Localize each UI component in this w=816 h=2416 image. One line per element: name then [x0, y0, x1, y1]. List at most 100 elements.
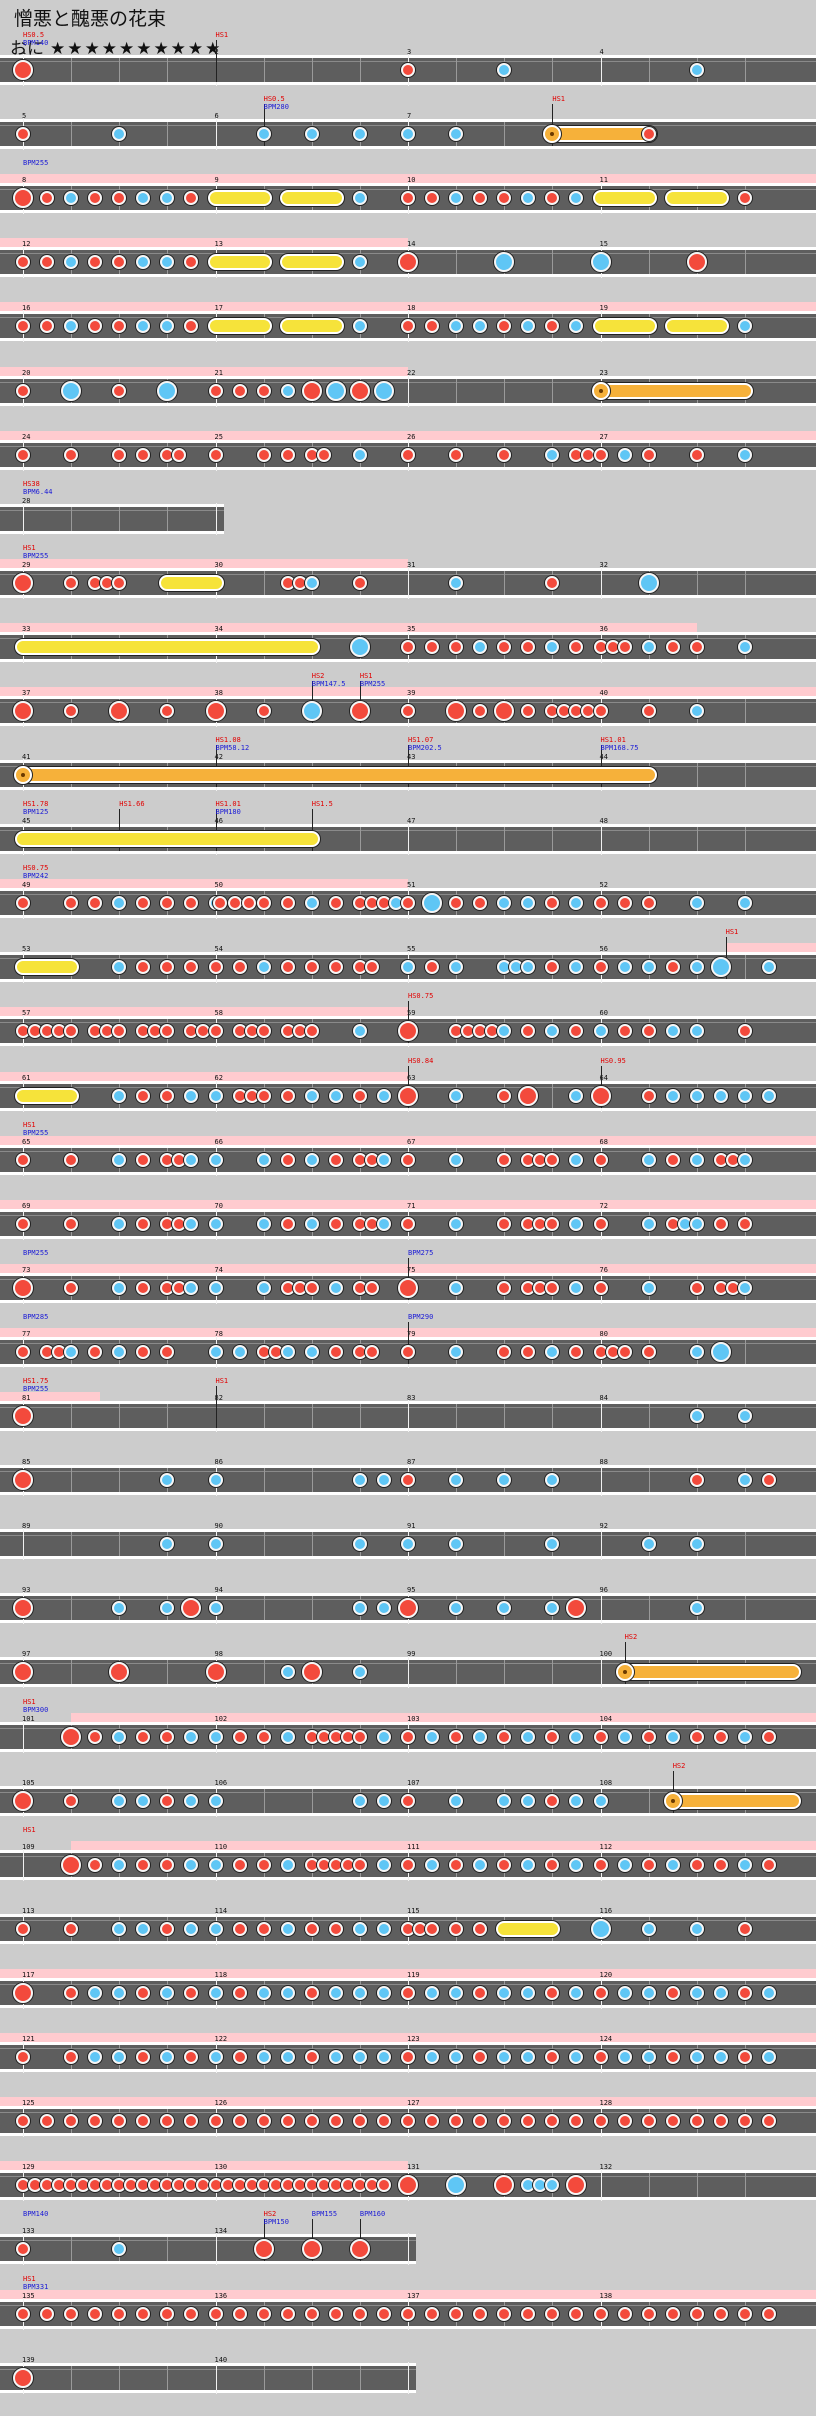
measure-number: 114	[214, 1907, 228, 1915]
don-note-big	[349, 701, 370, 721]
don-note	[16, 127, 30, 141]
don-note	[593, 1986, 608, 2000]
ka-note	[280, 1986, 295, 2000]
ka-note	[641, 1922, 656, 1936]
don-note	[160, 960, 175, 974]
drumroll-note	[592, 190, 657, 206]
bpm-change-label: BPM202.5	[408, 744, 442, 752]
don-note	[545, 191, 560, 205]
don-note	[761, 2114, 776, 2128]
don-note	[16, 1217, 30, 1231]
don-note	[425, 2307, 440, 2321]
ka-note	[376, 1601, 391, 1615]
ka-note	[569, 2050, 584, 2064]
ka-note	[617, 1858, 632, 1872]
don-note-big	[13, 60, 33, 80]
don-note	[64, 1986, 79, 2000]
lane-border-bottom	[0, 2261, 416, 2264]
measure-number: 123	[407, 2035, 420, 2043]
ka-note	[473, 1730, 488, 1744]
don-note	[88, 2307, 103, 2321]
ka-note	[208, 1537, 223, 1551]
measure-number: 21	[214, 369, 223, 377]
ka-note	[449, 1217, 464, 1231]
beat-line	[648, 827, 650, 851]
don-note	[256, 384, 271, 398]
don-note	[713, 1730, 728, 1744]
ka-note	[328, 1089, 343, 1103]
measure-number: 37	[22, 689, 31, 697]
measure-number: 53	[22, 945, 31, 953]
don-note	[304, 2114, 319, 2128]
ka-note	[112, 1922, 127, 1936]
ka-note	[328, 2050, 343, 2064]
don-note	[545, 319, 560, 333]
scroll-speed-label: HS1.07	[408, 736, 434, 744]
beat-line	[263, 58, 265, 82]
measure-number: 126	[214, 2099, 228, 2107]
ka-note	[641, 1281, 656, 1295]
measure-number: 66	[214, 1138, 223, 1146]
ka-note	[473, 1858, 488, 1872]
ka-note-big	[157, 381, 178, 401]
don-note	[473, 704, 488, 718]
don-note-big	[109, 701, 130, 721]
ka-note	[112, 1986, 127, 2000]
ka-note	[136, 191, 151, 205]
don-note-big	[566, 2175, 587, 2195]
ka-note	[376, 1730, 391, 1744]
beat-line	[311, 1404, 313, 1428]
don-note	[160, 1345, 175, 1359]
don-note	[280, 2307, 295, 2321]
measure-number: 74	[214, 1266, 223, 1274]
ka-note	[136, 1922, 151, 1936]
beat-line	[167, 1404, 169, 1428]
lane-border-bottom	[0, 531, 224, 534]
don-note	[232, 2050, 247, 2064]
don-note	[208, 1024, 223, 1038]
don-note-big	[13, 1278, 33, 1298]
ka-note	[449, 1089, 464, 1103]
scroll-speed-label: HS1.08	[215, 736, 241, 744]
don-note	[689, 1281, 704, 1295]
beat-line	[119, 1468, 121, 1492]
don-note	[401, 63, 415, 77]
beat-line	[71, 1468, 73, 1492]
measure-number: 28	[22, 497, 31, 505]
measure-number: 51	[407, 881, 416, 889]
don-note	[256, 896, 271, 910]
ka-note	[449, 1537, 464, 1551]
ka-note	[304, 896, 319, 910]
don-note	[737, 1986, 752, 2000]
beat-line	[311, 58, 313, 82]
don-note	[352, 1730, 367, 1744]
don-note-big	[446, 701, 467, 721]
don-note	[545, 1730, 560, 1744]
don-note	[136, 1217, 151, 1231]
don-note	[737, 1217, 752, 1231]
ka-note	[256, 1153, 271, 1167]
ka-note	[545, 1473, 560, 1487]
don-note	[401, 191, 415, 205]
measure-number: 82	[214, 1394, 223, 1402]
don-note-big	[398, 1598, 418, 1618]
ka-note	[761, 1986, 776, 2000]
don-note	[497, 1730, 512, 1744]
ka-note	[352, 448, 367, 462]
don-note	[160, 1794, 175, 1808]
beat-line	[696, 763, 698, 787]
balloon-head-icon	[543, 125, 562, 143]
measure-number: 87	[407, 1458, 416, 1466]
don-note	[617, 2307, 632, 2321]
ka-note	[304, 127, 319, 141]
don-note	[184, 2114, 199, 2128]
don-note-big	[494, 701, 515, 721]
ka-note	[425, 2050, 440, 2064]
ka-note-big	[325, 381, 346, 401]
don-note	[16, 448, 30, 462]
don-note	[521, 640, 536, 654]
scroll-speed-label: HS1.66	[119, 800, 145, 808]
don-note	[136, 960, 151, 974]
beat-line	[552, 379, 554, 403]
don-note	[401, 1345, 415, 1359]
